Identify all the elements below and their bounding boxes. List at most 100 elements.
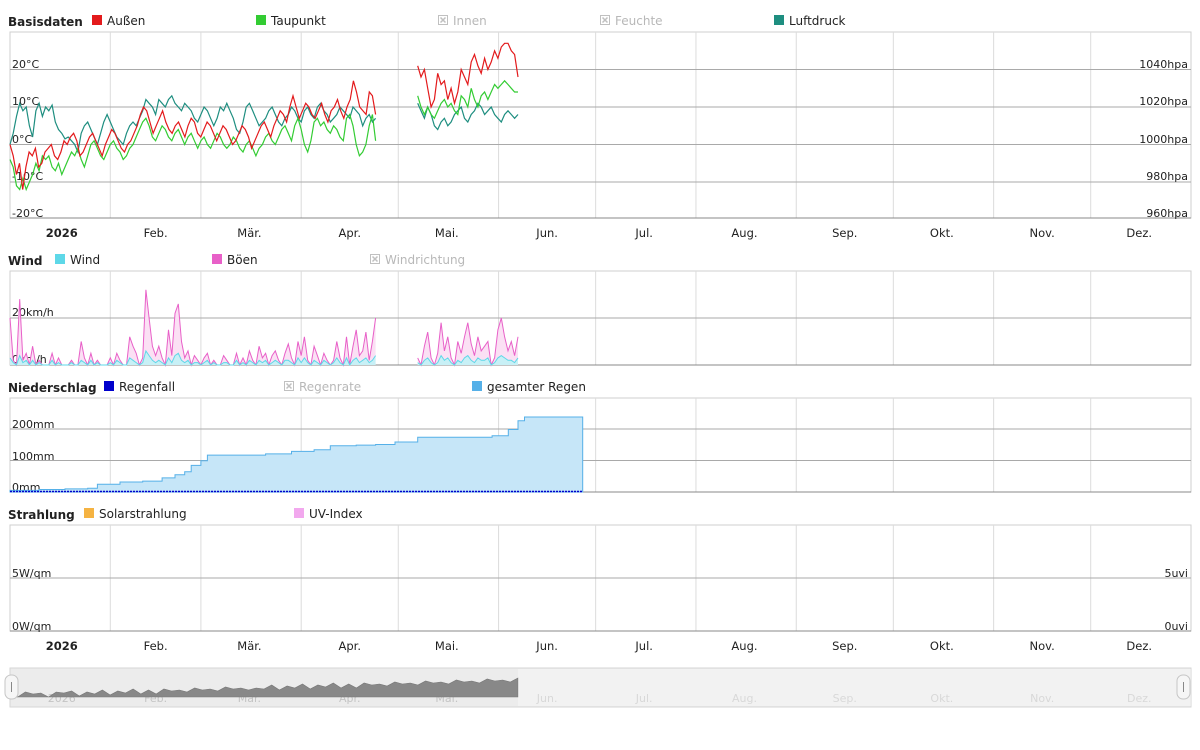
range-navigator[interactable]: 2026 Feb. Mär. Apr. Mai. Jun. Jul. Aug. Sep. Okt.… (4, 667, 1192, 708)
navigator-month-label: Okt. (930, 692, 953, 705)
legend-label-taupunkt: Taupunkt (270, 14, 326, 28)
legend-label-regenfall: Regenfall (119, 380, 175, 394)
month-label: Jul. (634, 226, 653, 240)
month-label: Jul. (634, 639, 653, 653)
legend-item-gesamter_regen[interactable]: gesamter Regen (472, 380, 586, 394)
navigator-month-label: Jul. (635, 692, 653, 705)
legend-item-feuchte[interactable]: Feuchte (600, 14, 663, 28)
navigator-handle-right[interactable] (1176, 674, 1191, 700)
panel-title-wind: Wind (8, 254, 42, 268)
month-label: Dez. (1126, 226, 1152, 240)
legend-item-windrichtung[interactable]: Windrichtung (370, 253, 466, 267)
navigator-month-label: Jun. (536, 692, 558, 705)
legend-label-innen: Innen (453, 14, 487, 28)
tick-label-y_left: 20°C (12, 58, 39, 71)
legend-item-uv[interactable]: UV-Index (294, 507, 363, 521)
legend-label-aussen: Außen (107, 14, 145, 28)
month-label: Sep. (832, 639, 857, 653)
month-label: 2026 (46, 639, 78, 653)
month-label: Mai. (435, 226, 459, 240)
tick-label-y_left: -20°C (12, 207, 43, 220)
legend-label-solar: Solarstrahlung (99, 507, 187, 521)
panel-basisdaten: 20°C 10°C 0°C -10°C -20°C 1040hpa 1020hpa 1000h… (9, 31, 1192, 220)
navigator-handle-left[interactable] (4, 674, 19, 700)
month-label: Jun. (535, 226, 558, 240)
series-line-taupunkt-jun (417, 79, 518, 120)
navigator-background (9, 667, 1192, 708)
navigator-month-label: Dez. (1127, 692, 1152, 705)
tick-label-y_right: 1020hpa (1139, 95, 1188, 108)
legend-label-uv: UV-Index (309, 507, 363, 521)
month-label: Feb. (144, 639, 168, 653)
navigator-month-label: Nov. (1030, 692, 1054, 705)
legend-item-boeen[interactable]: Böen (212, 253, 258, 267)
month-label: Mär. (237, 639, 261, 653)
tick-label-y_left: 5W/qm (12, 567, 51, 580)
month-label: Mär. (237, 226, 261, 240)
series-line-taupunkt (9, 113, 377, 192)
tick-label-y_right: 1000hpa (1139, 133, 1188, 146)
month-label: Apr. (338, 226, 361, 240)
month-label: Dez. (1126, 639, 1152, 653)
legend-swatch-uv (294, 508, 304, 518)
legend-item-innen[interactable]: Innen (438, 14, 487, 28)
legend-label-gesamter_regen: gesamter Regen (487, 380, 586, 394)
series-area-boeen-jun (417, 318, 518, 365)
tick-label-y_right: 0uvi (1164, 620, 1188, 633)
series-area-boeen (10, 289, 376, 365)
month-label: Mai. (435, 639, 459, 653)
tick-label-y_right: 980hpa (1146, 170, 1188, 183)
tick-label-y_left: 0W/qm (12, 620, 51, 633)
legend-item-wind[interactable]: Wind (55, 253, 100, 267)
month-label: Nov. (1030, 639, 1055, 653)
panel-title-basisdaten: Basisdaten (8, 15, 83, 29)
panel-title-niederschlag: Niederschlag (8, 381, 97, 395)
series-area-wind-jun (417, 355, 518, 365)
legend-item-aussen[interactable]: Außen (92, 14, 145, 28)
legend-disabled-icon (600, 15, 610, 25)
month-label: Okt. (930, 639, 954, 653)
legend-item-regenfall[interactable]: Regenfall (104, 380, 175, 394)
legend-label-feuchte: Feuchte (615, 14, 663, 28)
legend-disabled-icon (284, 381, 294, 391)
legend-item-luftdruck[interactable]: Luftdruck (774, 14, 846, 28)
legend-label-luftdruck: Luftdruck (789, 14, 846, 28)
tick-label-y_left: 10°C (12, 95, 39, 108)
legend-label-boeen: Böen (227, 253, 258, 267)
month-label: 2026 (46, 226, 78, 240)
legend-swatch-wind (55, 254, 65, 264)
tick-label-y_right: 960hpa (1146, 207, 1188, 220)
navigator-month-label: Sep. (833, 692, 857, 705)
legend-item-solar[interactable]: Solarstrahlung (84, 507, 187, 521)
tick-label-y_left: 20km/h (12, 306, 54, 319)
legend-swatch-regenfall (104, 381, 114, 391)
legend-swatch-gesamter_regen (472, 381, 482, 391)
month-label: Nov. (1030, 226, 1055, 240)
series-line-luftdruck-jun (417, 102, 519, 131)
legend-swatch-luftdruck (774, 15, 784, 25)
legend-disabled-icon (438, 15, 448, 25)
legend-swatch-aussen (92, 15, 102, 25)
legend-label-regenrate: Regenrate (299, 380, 361, 394)
series-area-gesamter-regen (9, 416, 584, 493)
navigator-series (9, 677, 519, 698)
tick-label-y_left: 200mm (12, 418, 54, 431)
legend-item-regenrate[interactable]: Regenrate (284, 380, 362, 394)
legend-label-windrichtung: Windrichtung (385, 253, 465, 267)
month-label: Aug. (731, 639, 757, 653)
panel-title-strahlung: Strahlung (8, 508, 75, 522)
navigator-month-label: Aug. (732, 692, 757, 705)
plot-frame (9, 31, 1192, 219)
legend-item-taupunkt[interactable]: Taupunkt (256, 14, 326, 28)
series-line-luftdruck (9, 94, 377, 155)
legends: Außen Taupunkt Innen Feuchte Luftdruck Wind Bö… (55, 14, 846, 521)
series-line-wind (9, 349, 377, 367)
tick-label-y_right: 5uvi (1164, 567, 1188, 580)
series-line-wind-jun (417, 354, 519, 366)
month-label: Okt. (930, 226, 954, 240)
legend-label-wind: Wind (70, 253, 100, 267)
tick-label-y_left: 0°C (12, 133, 32, 146)
